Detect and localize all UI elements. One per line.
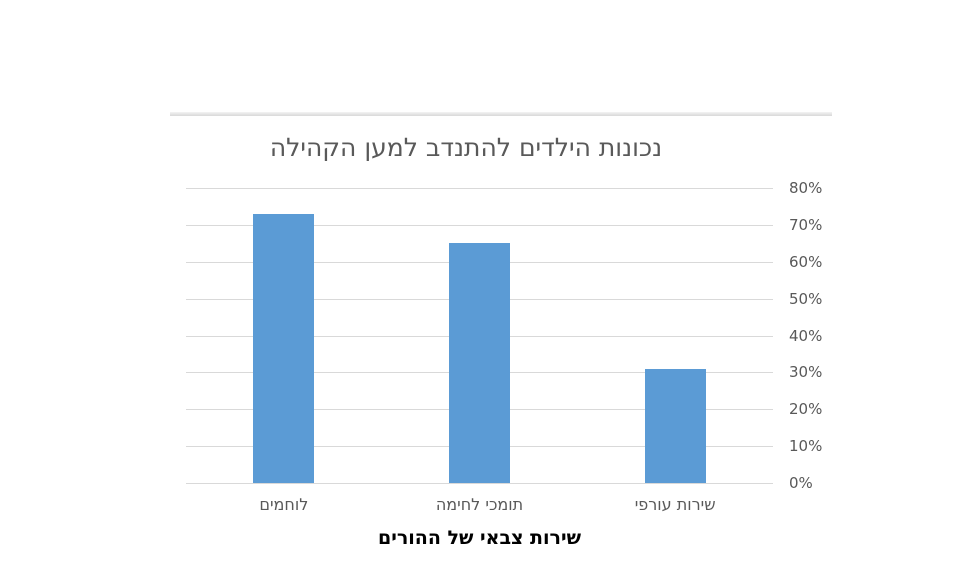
plot-area (186, 188, 773, 484)
chart-top-border (170, 112, 832, 116)
value-axis-tick-label-70%: 70% (789, 215, 823, 234)
value-axis-tick-label-80%: 80% (789, 179, 823, 197)
category-label-0: לוחמים (259, 495, 309, 514)
value-axis-tick-label-30%: 30% (789, 363, 823, 382)
value-axis-tick-label-60%: 60% (789, 252, 823, 271)
bar-0 (253, 213, 315, 483)
gridline-80% (186, 188, 773, 189)
value-axis-tick-label-40%: 40% (789, 326, 823, 345)
bar-2 (644, 368, 706, 483)
gridline-0% (186, 483, 773, 484)
value-axis-tick-label-10%: 10% (789, 437, 823, 456)
value-axis-labels: 0% 10% 20% 30% 40% 50% 60% 70% 80% (789, 179, 859, 492)
gridline-70% (186, 224, 773, 226)
value-axis-tick-label-0%: 0% (789, 474, 813, 492)
category-axis-labels: לוחמים תומכי לחימה שירות עורפי (186, 495, 773, 517)
chart-title: נכונות הילדים להתנדב למען הקהילה (269, 133, 663, 162)
bar-1 (449, 243, 510, 483)
value-axis-tick-label-50%: 50% (789, 289, 823, 308)
category-label-2: שירות עורפי (634, 495, 716, 514)
category-label-1: תומכי לחימה (435, 495, 524, 514)
category-axis-title: שירות צבאי של ההורים (378, 527, 581, 549)
value-axis-tick-label-20%: 20% (789, 400, 823, 419)
